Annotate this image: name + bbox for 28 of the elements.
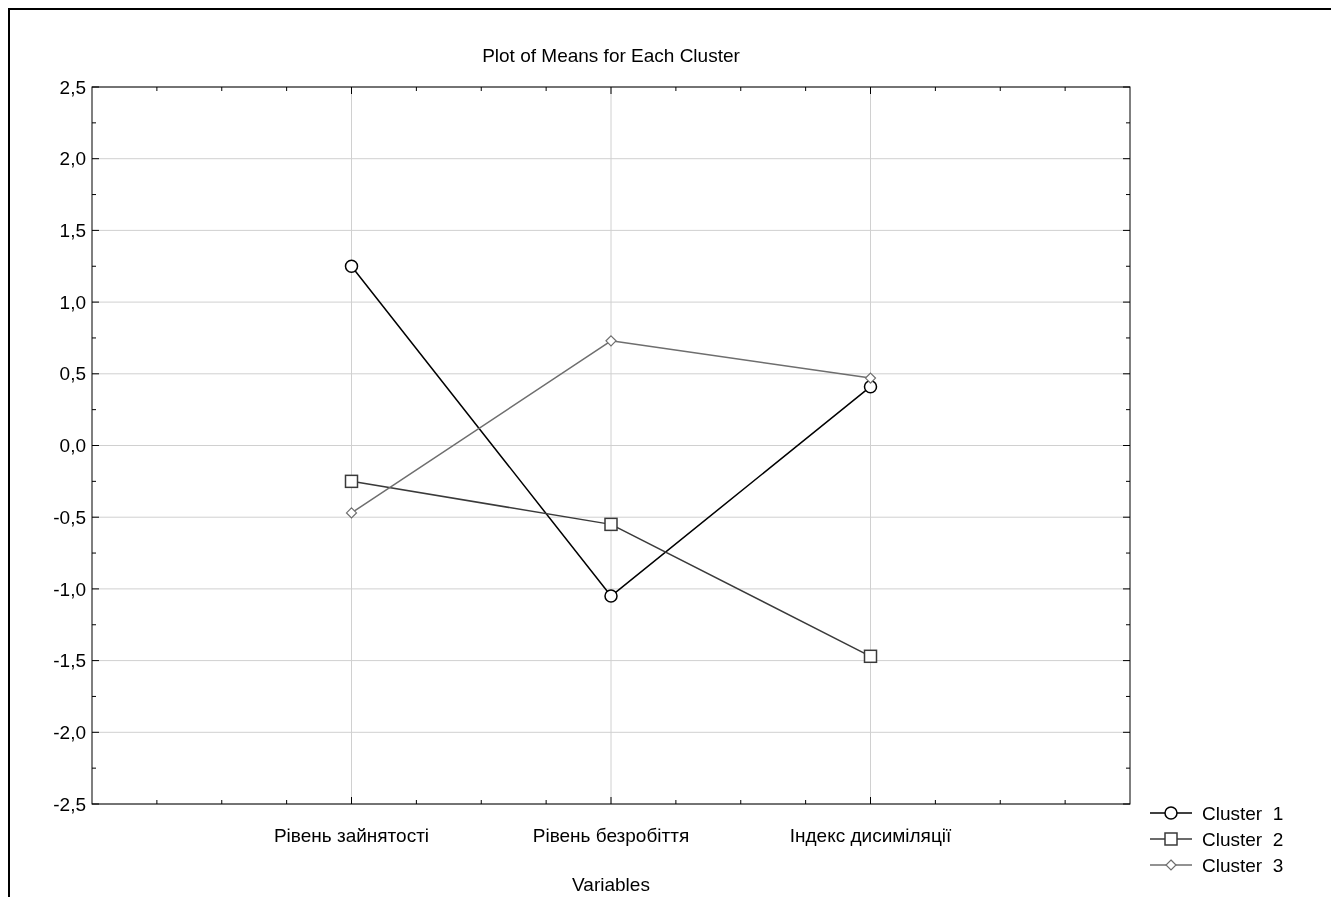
y-tick-label: -0,5 <box>53 506 86 528</box>
point <box>604 589 618 603</box>
x-axis-title: Variables <box>572 874 650 895</box>
y-tick-label: 1,5 <box>59 220 86 242</box>
y-tick-label: 2,0 <box>59 148 86 170</box>
y-tick-label: -2,0 <box>53 721 86 743</box>
point <box>344 259 359 273</box>
point <box>864 372 877 384</box>
x-tick-label: Індекс дисиміляції <box>789 825 953 846</box>
point <box>863 649 878 664</box>
legend-label: Cluster 1 <box>1202 802 1284 824</box>
legend-label: Cluster 3 <box>1202 854 1284 876</box>
y-tick-label: 0,0 <box>59 435 86 457</box>
legend-label: Cluster 2 <box>1202 828 1284 850</box>
chart-title: Plot of Means for Each Cluster <box>482 45 741 66</box>
x-tick-label: Рівень зайнятості <box>273 825 430 846</box>
x-tick-label: Рівень безробіття <box>532 825 690 846</box>
point <box>604 517 618 532</box>
point <box>344 474 359 489</box>
y-tick-label: -2,5 <box>53 793 86 815</box>
y-tick-label: -1,5 <box>53 650 86 672</box>
y-tick-label: -1,0 <box>53 578 86 600</box>
y-tick-label: 1,0 <box>59 291 86 313</box>
point <box>863 379 878 394</box>
y-tick-label: 0,5 <box>59 363 86 385</box>
point <box>345 507 358 519</box>
point <box>605 335 617 347</box>
y-tick-label: 2,5 <box>59 76 86 98</box>
